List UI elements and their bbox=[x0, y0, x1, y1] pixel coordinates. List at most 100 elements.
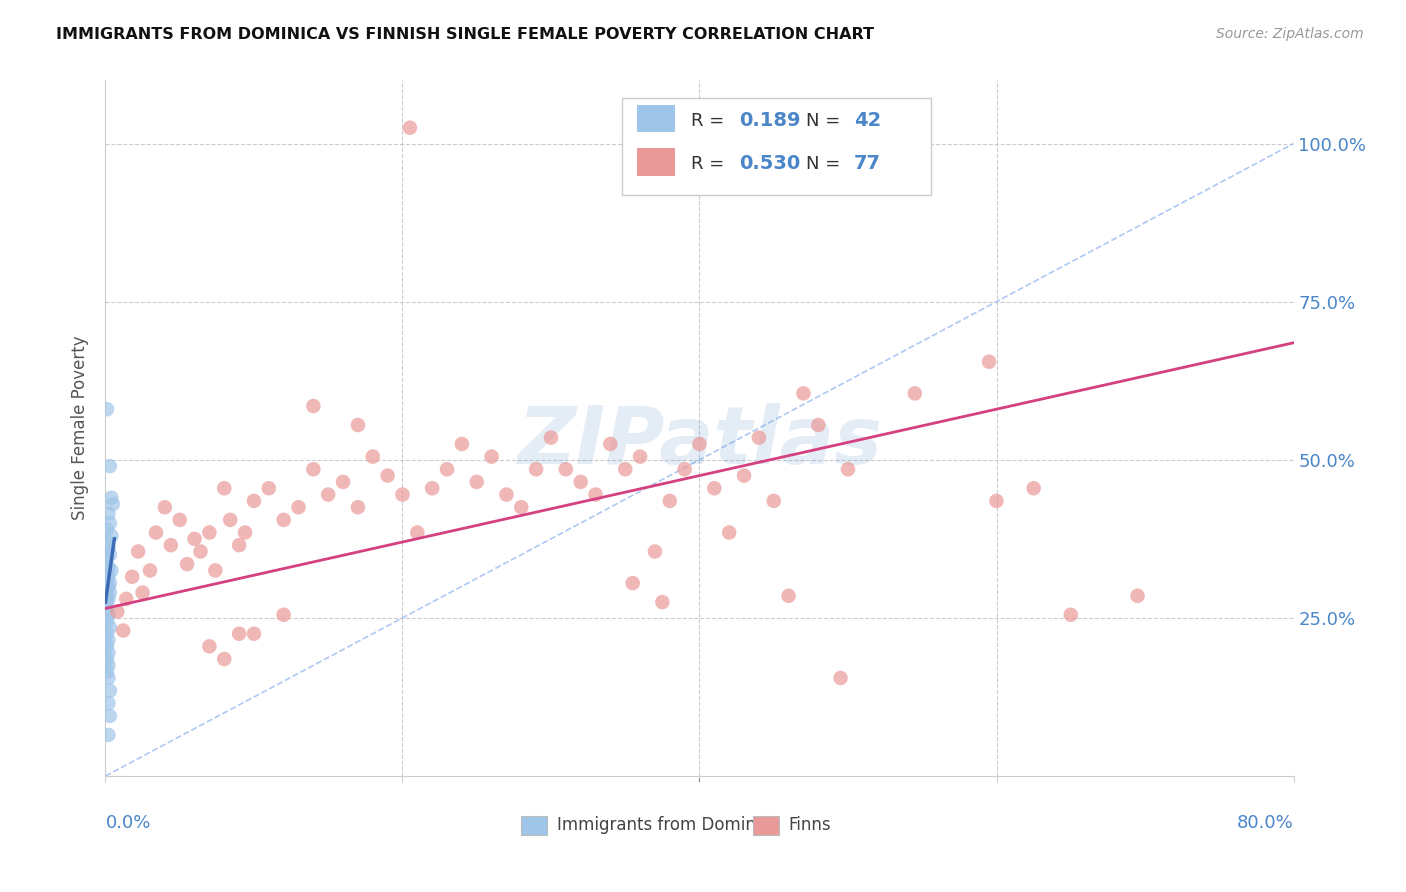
Point bbox=[198, 525, 221, 540]
Text: R =: R = bbox=[692, 112, 730, 129]
Point bbox=[96, 402, 118, 417]
Point bbox=[100, 491, 122, 505]
Point bbox=[145, 525, 167, 540]
Point bbox=[837, 462, 859, 476]
Point bbox=[176, 557, 198, 571]
Point bbox=[733, 468, 755, 483]
Point bbox=[96, 665, 118, 679]
Point bbox=[97, 507, 120, 521]
Text: 0.0%: 0.0% bbox=[105, 814, 150, 832]
Point bbox=[169, 513, 191, 527]
Point bbox=[96, 589, 118, 603]
Point bbox=[332, 475, 354, 489]
Point bbox=[762, 494, 785, 508]
Y-axis label: Single Female Poverty: Single Female Poverty bbox=[72, 336, 90, 520]
Point bbox=[1022, 481, 1045, 495]
Text: ZIPatlas: ZIPatlas bbox=[517, 403, 882, 481]
Point bbox=[243, 494, 266, 508]
Point bbox=[112, 624, 135, 638]
Point bbox=[98, 620, 121, 634]
Bar bbox=[623, 98, 931, 195]
Point bbox=[651, 595, 673, 609]
Point bbox=[569, 475, 592, 489]
Point bbox=[96, 522, 118, 536]
Point bbox=[228, 626, 250, 640]
Text: 77: 77 bbox=[853, 154, 882, 173]
Point bbox=[347, 417, 370, 432]
Point bbox=[96, 566, 118, 581]
Point bbox=[644, 544, 666, 558]
Point bbox=[450, 437, 472, 451]
Point bbox=[628, 450, 651, 464]
Point bbox=[1060, 607, 1083, 622]
Point bbox=[105, 605, 128, 619]
Point bbox=[316, 487, 339, 501]
Text: 0.189: 0.189 bbox=[738, 112, 800, 130]
Point bbox=[153, 500, 176, 515]
Point bbox=[399, 120, 422, 135]
Point bbox=[302, 399, 325, 413]
Point bbox=[96, 560, 118, 574]
Point bbox=[420, 481, 443, 495]
Point bbox=[98, 709, 121, 723]
Point bbox=[228, 538, 250, 552]
Point bbox=[554, 462, 576, 476]
Point bbox=[97, 646, 120, 660]
Point bbox=[96, 595, 118, 609]
Point bbox=[703, 481, 725, 495]
Point bbox=[98, 683, 121, 698]
Point bbox=[97, 633, 120, 648]
Point bbox=[97, 658, 120, 673]
Point bbox=[198, 640, 221, 654]
Point bbox=[219, 513, 242, 527]
Point bbox=[214, 652, 236, 666]
Point bbox=[214, 481, 236, 495]
Point bbox=[131, 585, 153, 599]
Point bbox=[98, 576, 121, 591]
Text: 80.0%: 80.0% bbox=[1237, 814, 1294, 832]
Point bbox=[273, 513, 295, 527]
Point bbox=[96, 579, 118, 593]
Point bbox=[98, 459, 121, 474]
Text: Source: ZipAtlas.com: Source: ZipAtlas.com bbox=[1216, 27, 1364, 41]
Point bbox=[159, 538, 181, 552]
Point bbox=[97, 560, 120, 574]
Point bbox=[986, 494, 1008, 508]
Point bbox=[524, 462, 547, 476]
Point bbox=[287, 500, 309, 515]
Point bbox=[347, 500, 370, 515]
Point bbox=[481, 450, 503, 464]
Point bbox=[510, 500, 533, 515]
Point bbox=[96, 614, 118, 628]
Point bbox=[658, 494, 681, 508]
Point bbox=[792, 386, 814, 401]
Point bbox=[361, 450, 384, 464]
Point bbox=[689, 437, 711, 451]
Text: N =: N = bbox=[807, 155, 846, 173]
Point bbox=[115, 591, 138, 606]
Point bbox=[97, 607, 120, 622]
Point bbox=[96, 535, 118, 549]
Point bbox=[96, 601, 118, 615]
Point bbox=[97, 579, 120, 593]
Point bbox=[391, 487, 413, 501]
Text: 42: 42 bbox=[853, 112, 882, 130]
Text: Immigrants from Dominica: Immigrants from Dominica bbox=[557, 816, 780, 834]
Point bbox=[233, 525, 256, 540]
Point bbox=[97, 671, 120, 685]
Point bbox=[748, 431, 770, 445]
Point bbox=[621, 576, 644, 591]
Point bbox=[406, 525, 429, 540]
Point bbox=[190, 544, 212, 558]
Point bbox=[495, 487, 517, 501]
Point bbox=[97, 696, 120, 710]
Point bbox=[183, 532, 205, 546]
Bar bbox=[637, 104, 675, 132]
Point bbox=[96, 582, 118, 597]
Point bbox=[436, 462, 458, 476]
Point bbox=[96, 640, 118, 654]
Point bbox=[98, 516, 121, 530]
Bar bbox=[522, 815, 547, 835]
Point bbox=[904, 386, 927, 401]
Point bbox=[98, 585, 121, 599]
